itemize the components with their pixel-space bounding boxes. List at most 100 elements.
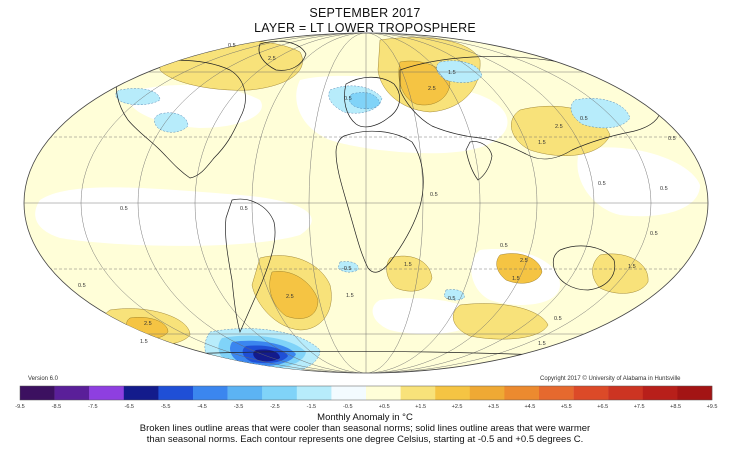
legend-tick-label: +2.5 <box>452 404 463 410</box>
neutral-region <box>372 298 480 335</box>
legend-tick-label: -7.5 <box>88 404 97 410</box>
legend-tick-label: +4.5 <box>524 404 535 410</box>
legend-tick-label: -6.5 <box>125 404 134 410</box>
coastline-north-america <box>116 59 246 179</box>
legend-swatch <box>331 386 367 400</box>
cool-region <box>443 289 465 301</box>
legend-tick-label: +8.5 <box>670 404 681 410</box>
legend-swatch <box>193 386 228 400</box>
contour-label: 1.5 <box>346 293 354 299</box>
legend-tick-label: -5.5 <box>161 404 170 410</box>
legend-tick-label: +5.5 <box>561 404 572 410</box>
contour-label: 1.5 <box>538 341 546 347</box>
contour-label: 0.5 <box>668 136 676 142</box>
neutral-region <box>35 187 312 246</box>
contour-label: 1.5 <box>404 262 412 268</box>
contour-label: 0.5 <box>598 181 606 187</box>
contour-label: 1.5 <box>140 339 148 345</box>
legend-tick-label: -9.5 <box>15 404 24 410</box>
warm-region <box>496 253 543 284</box>
contour-label: 0.5 <box>500 243 508 249</box>
contour-label: 0.5 <box>660 186 668 192</box>
contour-label: -0.5 <box>446 296 455 302</box>
legend-swatch <box>539 386 574 400</box>
legend-tick-label: +7.5 <box>634 404 645 410</box>
legend-tick-label: -0.5 <box>343 404 352 410</box>
contour-label: 2.5 <box>520 258 528 264</box>
map-title: SEPTEMBER 2017 <box>309 6 421 20</box>
contour-label: 0.5 <box>228 43 236 49</box>
cool-region <box>349 92 381 109</box>
legend-tick-label: -4.5 <box>197 404 206 410</box>
warm-region <box>592 253 649 294</box>
contour-label: 2.5 <box>286 294 294 300</box>
map-subtitle: LAYER = LT LOWER TROPOSPHERE <box>254 21 476 35</box>
legend-swatch <box>469 386 505 400</box>
legend-swatch <box>642 386 678 400</box>
legend-swatch <box>435 386 470 400</box>
legend-swatch <box>296 386 332 400</box>
contour-label: 2.5 <box>144 321 152 327</box>
legend-swatch <box>262 386 297 400</box>
anomaly-fields <box>35 37 700 373</box>
copyright-label: Copyright 2017 © University of Alabama i… <box>540 376 681 382</box>
coastline-south-america <box>225 198 276 334</box>
legend-tick-label: +9.5 <box>707 404 718 410</box>
legend-swatch <box>400 386 436 400</box>
contour-label: 2.5 <box>555 124 563 130</box>
contour-label: 0.5 <box>580 116 588 122</box>
cool-region <box>154 112 189 133</box>
legend-swatch <box>366 386 401 400</box>
contour-label: 0.5 <box>120 206 128 212</box>
contour-label: 0.5 <box>344 96 352 102</box>
coastline-india <box>465 141 493 181</box>
legend-swatches <box>19 385 713 401</box>
legend-swatch <box>20 386 55 400</box>
legend-swatch <box>54 386 90 400</box>
legend-tick-label: -1.5 <box>307 404 316 410</box>
coastline-greenland <box>258 40 307 71</box>
neutral-region <box>577 147 700 217</box>
legend-swatch <box>158 386 194 400</box>
legend-outline <box>19 385 713 401</box>
contour-label: 2.5 <box>268 56 276 62</box>
warm-region <box>386 255 433 292</box>
legend-swatch <box>123 386 159 400</box>
legend-swatch <box>227 386 263 400</box>
legend-swatch <box>573 386 609 400</box>
cool-region <box>337 261 359 273</box>
legend-swatch <box>677 386 713 400</box>
contour-label: 0.5 <box>78 283 86 289</box>
contour-label: 1.5 <box>628 264 636 270</box>
contour-label: 0.5 <box>430 192 438 198</box>
legend-tick-label: +3.5 <box>488 404 499 410</box>
legend-swatch <box>504 386 540 400</box>
version-label: Version 6.0 <box>28 376 59 382</box>
legend-tick-label: +1.5 <box>415 404 426 410</box>
coastline-australia <box>552 245 616 291</box>
legend-tick-label: -2.5 <box>270 404 279 410</box>
caption-line-1: Broken lines outline areas that were coo… <box>139 423 591 434</box>
legend-swatch <box>608 386 643 400</box>
contour-label: 2.5 <box>428 86 436 92</box>
legend-tick-label: -8.5 <box>52 404 61 410</box>
legend-tick-label: -3.5 <box>234 404 243 410</box>
contour-label: 1.5 <box>512 276 520 282</box>
contour-label: 0.5 <box>554 316 562 322</box>
warm-region <box>452 303 549 340</box>
coastline-europe <box>344 76 401 128</box>
legend-ticks: -9.5 -8.5 -7.5 -6.5 -5.5 -4.5 -3.5 -2.5 -1.5 -0.5… <box>15 404 717 410</box>
legend-swatch <box>89 386 124 400</box>
contour-label: 0.5 <box>650 231 658 237</box>
legend-tick-label: +0.5 <box>379 404 390 410</box>
coastline-africa <box>335 130 424 273</box>
contour-label: 0.5 <box>240 206 248 212</box>
contour-label: 1.5 <box>538 140 546 146</box>
contour-labels: 0.5 0.5 0.5 0.5 0.5 0.5 0.5 0.5 0.5 0.5 … <box>78 43 676 347</box>
warm-region <box>269 271 319 319</box>
contour-label: 1.5 <box>448 70 456 76</box>
contour-label: -0.5 <box>342 266 351 272</box>
legend-tick-label: +6.5 <box>597 404 608 410</box>
